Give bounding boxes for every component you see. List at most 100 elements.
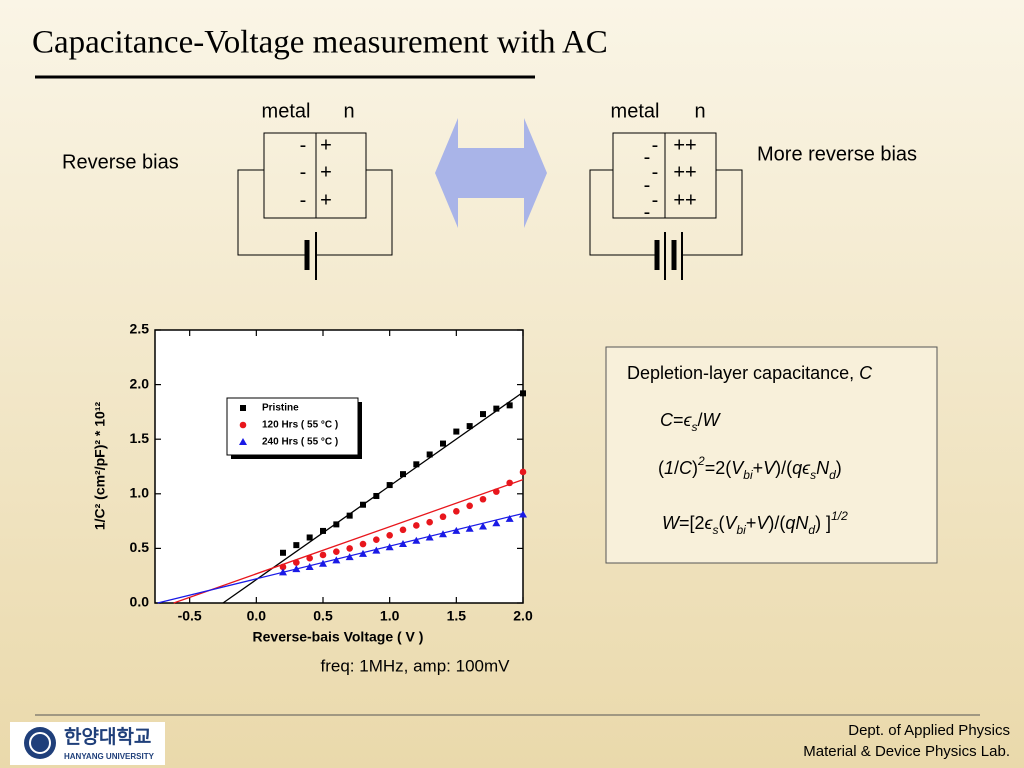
wire	[589, 169, 655, 256]
formula-part: d	[829, 468, 836, 482]
formula-part: V	[724, 513, 738, 533]
formula-part: W	[662, 513, 681, 533]
point	[439, 530, 447, 538]
point	[345, 553, 354, 561]
formula-part: C	[660, 410, 674, 430]
sign: -	[652, 134, 659, 156]
diagram: metal n Reverse bias - - - + + +	[62, 100, 393, 280]
point	[492, 519, 501, 527]
point	[465, 524, 474, 532]
sign: +	[320, 134, 332, 156]
point	[400, 471, 406, 478]
formula-part: V	[763, 458, 777, 478]
sign: ++	[673, 161, 696, 183]
label: More reverse bias	[757, 143, 917, 165]
formula-part: /	[674, 458, 679, 478]
formula-part: (	[658, 458, 664, 478]
sign: ++	[673, 134, 696, 156]
x-axis-label: Reverse-bais Voltage ( V )	[253, 629, 424, 645]
sign: -	[644, 201, 651, 223]
point	[386, 482, 393, 489]
junction	[263, 132, 367, 219]
legend-marker	[240, 405, 246, 411]
formula-part: s	[691, 420, 697, 434]
label: n	[343, 100, 354, 122]
x-tick-label: 0.0	[247, 608, 267, 624]
point	[519, 468, 527, 476]
fit-line	[173, 478, 524, 604]
point	[359, 540, 367, 548]
y-tick-label: 1.0	[130, 485, 150, 501]
point	[466, 423, 473, 430]
point	[440, 440, 446, 447]
logo-sub: HANYANG UNIVERSITY	[64, 752, 155, 761]
y-tick-label: 2.5	[130, 321, 150, 337]
label: Reverse bias	[62, 151, 179, 173]
legend-marker	[239, 438, 247, 445]
legend	[226, 397, 359, 456]
y-tick-label: 0.5	[130, 539, 150, 555]
formula-part: ϵ	[684, 410, 693, 430]
point	[319, 551, 327, 559]
point	[399, 526, 407, 534]
point	[425, 533, 434, 541]
point	[292, 565, 301, 573]
formula-part: s	[712, 523, 718, 537]
label: metal	[262, 100, 311, 122]
point	[359, 549, 367, 557]
sign: +	[320, 189, 332, 211]
point	[333, 548, 340, 555]
legend-label: Pristine	[262, 403, 299, 414]
point	[346, 545, 353, 552]
point	[293, 559, 300, 566]
formula-part: d	[808, 523, 815, 537]
point	[333, 521, 340, 528]
sign: -	[300, 189, 307, 211]
point	[506, 479, 513, 487]
point	[493, 488, 500, 495]
y-tick-label: 2.0	[130, 375, 150, 391]
formula-part: bi	[736, 523, 746, 537]
formula-part: )	[692, 458, 698, 478]
formula-part: qN	[785, 513, 809, 533]
sign: -	[644, 146, 651, 168]
formula-part: Depletion-layer capacitance,	[627, 363, 859, 383]
point	[319, 559, 327, 567]
point	[293, 542, 300, 549]
footer-text: Material & Device Physics Lab.	[803, 743, 1010, 760]
double-arrow	[435, 118, 547, 228]
point	[385, 543, 394, 551]
plot-area	[154, 329, 524, 604]
y-tick-label: 0.0	[130, 594, 150, 610]
point	[413, 522, 420, 529]
point	[412, 536, 421, 544]
formula-part: 2	[697, 454, 705, 468]
point	[493, 405, 500, 412]
point	[426, 451, 433, 458]
y-axis-label: 1/C² (cm²/pF)² * 10¹²	[92, 401, 108, 530]
formula-part: W	[702, 410, 721, 430]
sign: -	[300, 161, 307, 183]
sign: -	[300, 134, 307, 156]
formula: Depletion-layer capacitance, C	[627, 363, 873, 383]
formula-part: s	[810, 468, 816, 482]
logo-emblem	[29, 732, 51, 754]
y-tick-label: 1.5	[130, 430, 150, 446]
point	[332, 556, 341, 564]
formula: W=[2ϵs(Vbi+V)/(qNd) ]1/2	[662, 509, 848, 537]
formula-part: C	[859, 363, 873, 383]
point	[346, 512, 353, 519]
caption: freq: 1MHz, amp: 100mV	[321, 656, 511, 675]
diagram: metal n More reverse bias - - - - - - ++…	[589, 100, 917, 280]
point	[505, 514, 514, 522]
chart: -0.5 0.0 0.5 1.0 1.5 2.0 0.0 0.5 1.0 1.5 2.0 2.5 Rev…	[92, 321, 533, 676]
x-tick-label: 0.5	[313, 608, 333, 624]
formula-part: /	[697, 410, 702, 430]
point	[279, 568, 287, 576]
label: metal	[611, 100, 660, 122]
formula-part: =[2	[679, 513, 705, 533]
point	[480, 411, 486, 418]
x-tick-label: 1.5	[447, 608, 467, 624]
x-tick-label: 1.0	[380, 608, 400, 624]
wire	[316, 169, 393, 256]
